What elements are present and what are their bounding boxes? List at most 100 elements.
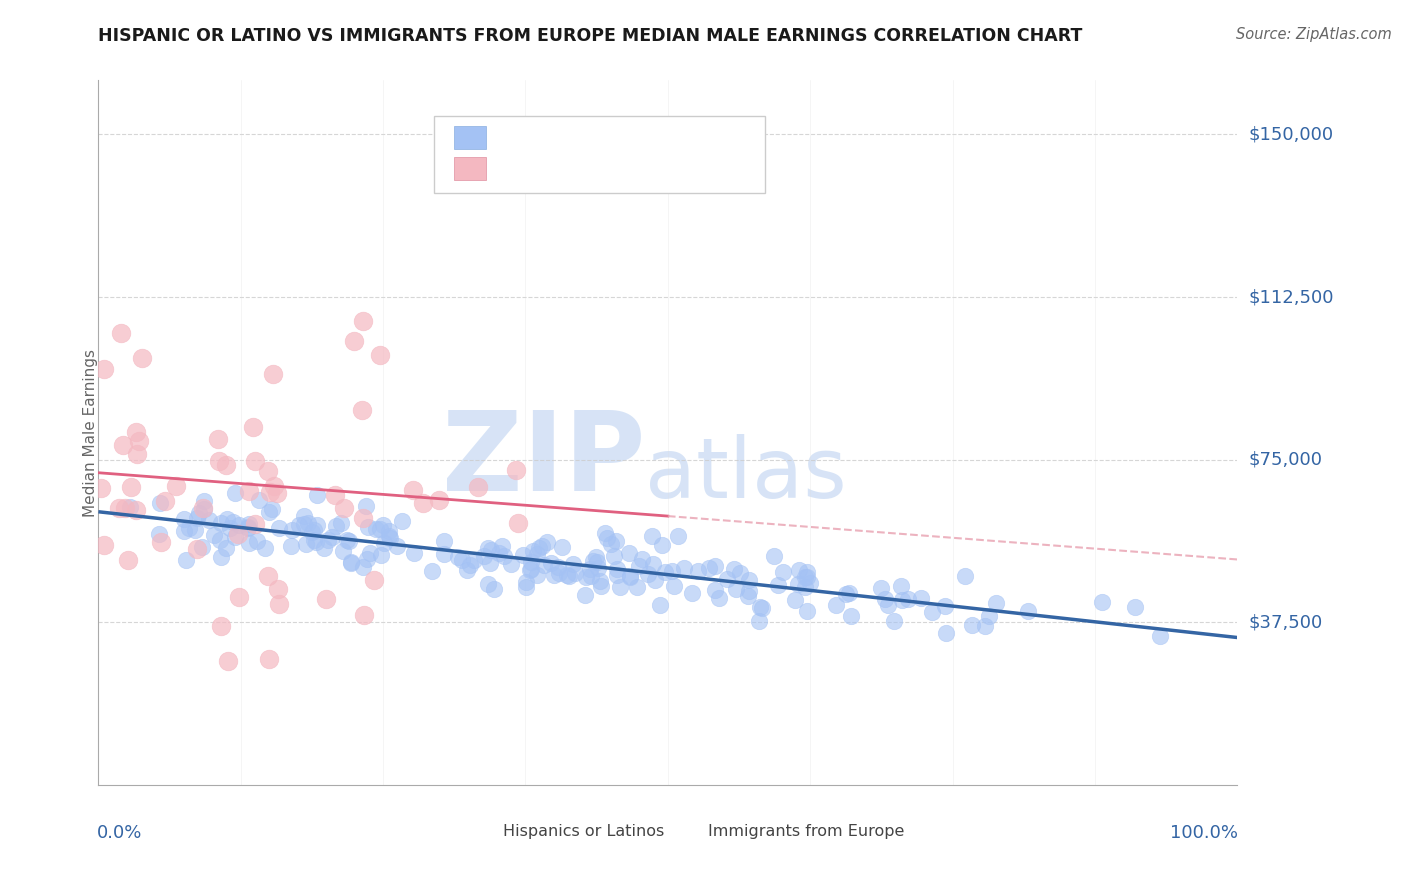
Point [519, 563, 541, 577]
Point [551, 540, 574, 554]
Point [339, 533, 361, 548]
Point [339, 555, 361, 569]
Point [666, 529, 689, 543]
Point [343, 334, 366, 348]
Text: 100.0%: 100.0% [1170, 823, 1239, 842]
Text: ZIP: ZIP [441, 408, 645, 515]
Point [787, 577, 810, 591]
Point [540, 556, 562, 570]
Point [257, 569, 280, 583]
Point [897, 591, 920, 606]
Point [305, 535, 328, 549]
Point [522, 544, 544, 558]
Point [910, 591, 932, 605]
Point [294, 537, 316, 551]
Point [363, 573, 385, 587]
Point [224, 485, 246, 500]
Point [236, 521, 259, 535]
Point [626, 580, 648, 594]
Point [245, 517, 267, 532]
Point [215, 458, 238, 472]
Point [422, 564, 444, 578]
Point [301, 524, 323, 539]
Point [280, 539, 302, 553]
Point [834, 587, 856, 601]
Point [794, 580, 817, 594]
Point [536, 534, 558, 549]
Text: $37,500: $37,500 [1249, 614, 1323, 632]
Point [433, 547, 456, 561]
Point [725, 582, 748, 596]
Point [579, 569, 602, 583]
Point [124, 502, 146, 516]
FancyBboxPatch shape [454, 157, 485, 180]
Point [391, 514, 413, 528]
Point [873, 592, 896, 607]
Point [267, 582, 290, 596]
Point [617, 546, 640, 560]
Point [505, 463, 527, 477]
Point [125, 447, 148, 461]
Point [262, 367, 284, 381]
Point [228, 518, 250, 533]
Point [883, 614, 905, 628]
Point [585, 549, 607, 564]
Point [217, 654, 239, 668]
Point [238, 483, 260, 498]
Point [209, 619, 232, 633]
Y-axis label: Median Male Earnings: Median Male Earnings [83, 349, 97, 516]
Point [591, 579, 613, 593]
Point [191, 501, 214, 516]
Point [491, 539, 513, 553]
Point [973, 619, 995, 633]
Point [605, 567, 627, 582]
Point [368, 348, 391, 362]
Point [673, 561, 696, 575]
Point [641, 529, 664, 543]
Point [371, 517, 394, 532]
Point [364, 522, 387, 536]
Point [547, 559, 569, 574]
Point [118, 500, 141, 515]
Point [188, 507, 211, 521]
Text: Hispanics or Latinos: Hispanics or Latinos [503, 824, 664, 839]
Point [543, 568, 565, 582]
Point [664, 579, 686, 593]
Point [353, 607, 375, 622]
Point [921, 605, 943, 619]
Point [492, 549, 515, 564]
Point [738, 573, 761, 587]
Point [697, 561, 720, 575]
Point [793, 570, 815, 584]
Point [267, 597, 290, 611]
Point [661, 564, 683, 578]
Point [336, 533, 359, 547]
Point [581, 554, 603, 568]
Point [651, 537, 673, 551]
Point [839, 609, 862, 624]
Point [977, 609, 1000, 624]
Point [515, 575, 537, 590]
Point [332, 544, 354, 558]
Text: Immigrants from Europe: Immigrants from Europe [707, 824, 904, 839]
Point [520, 555, 543, 569]
Point [984, 596, 1007, 610]
Text: $112,500: $112,500 [1249, 288, 1334, 306]
Point [600, 537, 623, 551]
Point [245, 454, 267, 468]
Point [370, 548, 392, 562]
Point [305, 518, 328, 533]
Point [209, 550, 232, 565]
Point [935, 625, 957, 640]
Point [501, 557, 523, 571]
Point [224, 531, 246, 545]
Point [631, 552, 654, 566]
Point [728, 566, 751, 581]
Point [716, 572, 738, 586]
Point [796, 565, 818, 579]
Point [605, 533, 627, 548]
Point [596, 531, 619, 545]
Point [238, 536, 260, 550]
Point [738, 584, 761, 599]
Text: 0.0%: 0.0% [97, 823, 142, 842]
